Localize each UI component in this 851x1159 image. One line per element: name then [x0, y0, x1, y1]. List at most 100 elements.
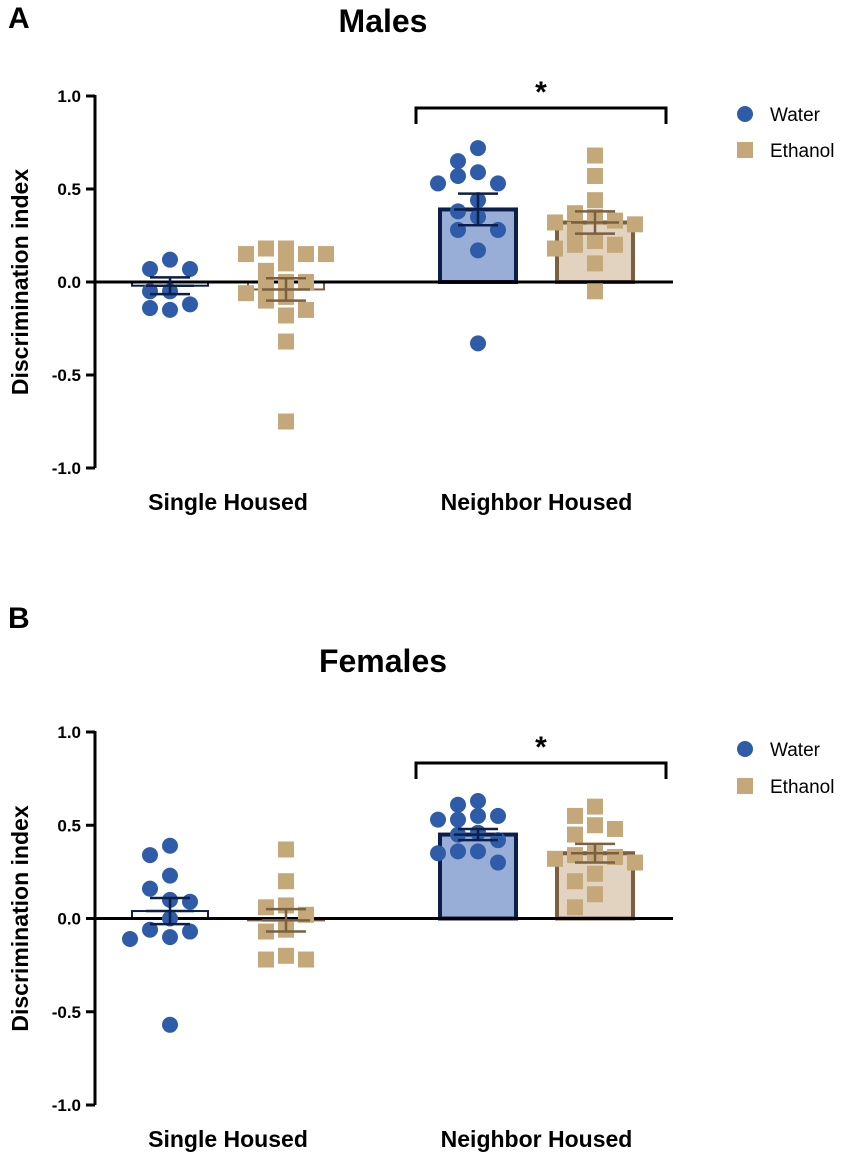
water-data-point — [182, 923, 198, 940]
ethanol-data-point — [298, 906, 314, 923]
panel-letter: B — [8, 602, 30, 635]
y-tick-label: 0.0 — [57, 910, 81, 929]
water-data-point — [142, 300, 158, 317]
ethanol-data-point — [278, 873, 294, 890]
water-data-point — [430, 845, 446, 862]
ethanol-data-point — [607, 820, 623, 837]
ethanol-data-point — [567, 873, 583, 890]
water-data-point — [182, 893, 198, 910]
water-data-point — [162, 251, 178, 268]
ethanol-data-point — [567, 221, 583, 238]
females-chart-svg: Females Discrimination index 1.0 0.5 0.0 -0.5… — [7, 643, 834, 1152]
water-data-point — [162, 867, 178, 884]
water-data-point — [430, 175, 446, 192]
ethanol-data-point — [258, 262, 274, 279]
water-data-point — [142, 921, 158, 938]
ethanol-data-point — [278, 413, 294, 430]
ethanol-data-point — [318, 246, 334, 263]
chart-title: Males — [339, 3, 428, 39]
y-tick-label: 1.0 — [57, 723, 81, 742]
ethanol-data-point — [567, 826, 583, 843]
water-data-point — [142, 880, 158, 897]
legend-water-label: Water — [770, 105, 821, 126]
legend-ethanol-label: Ethanol — [770, 777, 834, 798]
ethanol-data-point — [567, 807, 583, 824]
x-category-label: Neighbor Housed — [441, 1126, 633, 1152]
water-data-point — [490, 854, 506, 871]
ethanol-data-point — [567, 899, 583, 916]
water-data-point — [142, 260, 158, 277]
ethanol-data-point — [567, 205, 583, 222]
ethanol-data-point — [298, 274, 314, 290]
y-tick-label: 1.0 — [57, 87, 81, 106]
legend-water-marker — [737, 741, 753, 757]
water-data-point — [182, 260, 198, 277]
ethanol-data-point — [278, 333, 294, 350]
water-data-point — [470, 335, 486, 352]
ethanol-data-point — [587, 865, 603, 882]
water-data-point — [162, 301, 178, 318]
legend-ethanol-marker — [737, 142, 753, 158]
water-data-point — [490, 807, 506, 824]
ethanol-data-point — [587, 798, 603, 815]
y-tick-label: -1.0 — [52, 459, 81, 478]
x-category-label: Single Housed — [148, 1126, 308, 1152]
water-data-point — [450, 203, 466, 220]
ethanol-data-point — [258, 277, 274, 294]
ethanol-data-point — [607, 236, 623, 253]
ethanol-data-point — [278, 307, 294, 324]
ethanol-data-point — [298, 301, 314, 318]
ethanol-data-point — [258, 240, 274, 257]
legend-water-marker — [737, 106, 753, 122]
ethanol-data-point — [587, 283, 603, 300]
ethanol-data-point — [547, 214, 563, 231]
ethanol-data-point — [547, 240, 563, 257]
ethanol-data-point — [278, 841, 294, 858]
ethanol-data-point — [238, 246, 254, 263]
ethanol-data-point — [567, 847, 583, 864]
water-data-point — [182, 296, 198, 313]
males-chart-svg: Males Discrimination index 1.0 0.5 0.0 -0.5 -1… — [7, 3, 834, 515]
ethanol-data-point — [587, 817, 603, 834]
ethanol-data-point — [567, 236, 583, 253]
chart-title: Females — [319, 643, 447, 679]
panel-letter: A — [8, 2, 30, 35]
water-data-point — [122, 931, 138, 948]
ethanol-data-point — [298, 246, 314, 263]
ethanol-data-point — [627, 854, 643, 871]
ethanol-data-point — [547, 850, 563, 867]
water-data-point — [470, 793, 486, 810]
water-data-point — [430, 811, 446, 828]
water-data-point — [470, 140, 486, 157]
ethanol-data-point — [607, 212, 623, 229]
legend-ethanol-marker — [737, 778, 753, 794]
ethanol-data-point — [278, 240, 294, 257]
significance-star: * — [535, 731, 547, 764]
ethanol-data-point — [258, 899, 274, 916]
ethanol-data-point — [258, 951, 274, 968]
ethanol-data-point — [278, 255, 294, 272]
water-data-point — [470, 164, 486, 181]
chart-panel-females: B Females Discrimination index 1.0 0.5 0.0 -0… — [0, 600, 851, 1159]
y-tick-label: -1.0 — [52, 1096, 81, 1115]
water-data-point — [470, 843, 486, 860]
water-data-point — [470, 807, 486, 824]
y-axis-label: Discrimination index — [7, 805, 33, 1031]
chart-panel-males: A Males Discrimination index 1.0 0.5 0.0 -0.5… — [0, 0, 851, 560]
water-data-point — [450, 153, 466, 170]
significance-bracket — [414, 761, 668, 779]
ethanol-data-point — [587, 255, 603, 272]
y-tick-label: -0.5 — [52, 366, 81, 385]
x-category-label: Single Housed — [148, 489, 308, 515]
legend-water-label: Water — [770, 740, 821, 761]
water-data-point — [450, 843, 466, 860]
ethanol-data-point — [587, 233, 603, 250]
ethanol-data-point — [587, 167, 603, 184]
ethanol-data-point — [627, 216, 643, 233]
ethanol-data-point — [587, 886, 603, 903]
water-data-point — [470, 242, 486, 259]
ethanol-data-point — [298, 951, 314, 968]
ethanol-data-point — [238, 285, 254, 302]
water-data-point — [450, 811, 466, 828]
y-tick-label: 0.5 — [57, 816, 81, 835]
